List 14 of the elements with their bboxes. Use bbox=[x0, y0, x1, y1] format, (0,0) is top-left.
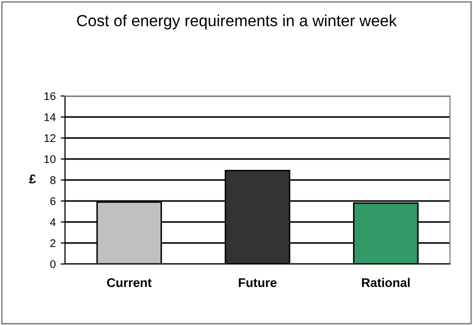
x-tick-label: Current bbox=[107, 278, 152, 288]
y-tick-label: 4 bbox=[50, 218, 56, 226]
x-tick-label: Future bbox=[238, 278, 277, 288]
y-tick-label: 14 bbox=[44, 113, 56, 122]
chart-title: Cost of energy requirements in a winter week bbox=[77, 14, 397, 30]
y-tick-label: 0 bbox=[50, 260, 56, 268]
y-tick-label: 6 bbox=[50, 197, 56, 206]
x-tick-label: Rational bbox=[362, 278, 410, 288]
y-tick-label: 8 bbox=[50, 176, 56, 184]
y-tick-label: 12 bbox=[44, 134, 56, 142]
y-tick-label: 10 bbox=[44, 155, 56, 164]
y-tick-label: 16 bbox=[44, 92, 56, 100]
y-axis-title: £ bbox=[29, 174, 36, 184]
y-tick-label: 2 bbox=[50, 239, 56, 248]
